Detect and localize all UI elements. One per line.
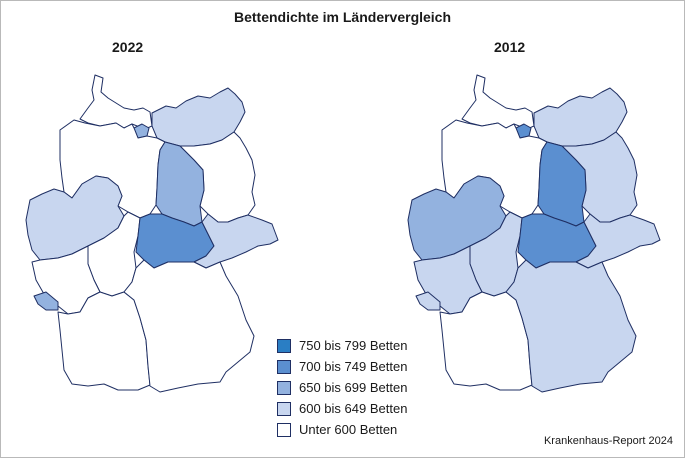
state-bayern-left	[123, 259, 255, 393]
states-group-right	[407, 74, 661, 393]
state-sachsen-right	[575, 213, 661, 269]
legend-item: 600 bis 649 Betten	[277, 398, 407, 419]
map-year-left: 2022	[112, 39, 144, 55]
legend-swatch	[277, 422, 291, 437]
legend-item: Unter 600 Betten	[277, 419, 407, 440]
legend-item: 700 bis 749 Betten	[277, 356, 407, 377]
legend-swatch	[277, 359, 291, 374]
states-group-left	[25, 74, 279, 393]
legend-label: Unter 600 Betten	[299, 422, 398, 437]
legend-label: 650 bis 699 Betten	[299, 380, 408, 395]
source-note: Krankenhaus-Report 2024	[543, 435, 673, 447]
legend-item: 750 bis 799 Betten	[277, 335, 407, 356]
legend-item: 650 bis 699 Betten	[277, 377, 407, 398]
state-schleswig-holstein-right	[461, 74, 535, 130]
state-saarland-right	[415, 291, 441, 311]
state-nordrhein-westfalen-right	[407, 175, 507, 261]
map-year-right: 2012	[494, 39, 526, 55]
legend-swatch	[277, 401, 291, 416]
figure-title: Bettendichte im Ländervergleich	[233, 9, 452, 25]
state-sachsen-left	[193, 213, 279, 269]
state-bayern-right	[505, 259, 637, 393]
legend-swatch	[277, 338, 291, 353]
legend-label: 750 bis 799 Betten	[299, 338, 408, 353]
state-nordrhein-westfalen-left	[25, 175, 125, 261]
state-saarland-left	[33, 291, 59, 311]
legend-swatch	[277, 380, 291, 395]
legend-label: 700 bis 749 Betten	[299, 359, 408, 374]
legend: 750 bis 799 Betten 700 bis 749 Betten 65…	[277, 335, 407, 440]
legend-label: 600 bis 649 Betten	[299, 401, 408, 416]
